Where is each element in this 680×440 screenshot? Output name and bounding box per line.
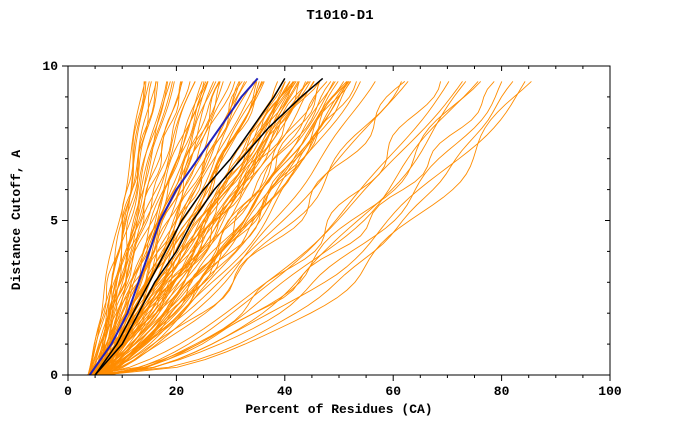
x-tick-label: 80 [494,384,510,399]
model-curve [87,81,335,375]
model-curve [102,81,284,375]
x-axis-label: Percent of Residues (CA) [245,402,432,417]
model-curve [105,81,352,375]
ensemble-curves [87,81,532,375]
model-curve [91,81,514,375]
model-curve [87,81,157,375]
y-axis-label: Distance Cutoff, A [9,150,24,291]
model-curve [88,81,169,375]
model-curve [93,81,350,375]
model-curve [107,81,442,375]
model-curve [92,81,503,375]
axes: 0 20 40 60 80 100 0 5 10 [42,59,622,399]
model-curve [94,81,191,375]
model-curve [99,81,294,375]
model-curve [101,81,357,375]
model-curve [89,81,409,375]
model-curve [93,81,315,375]
model-curve [96,81,175,375]
y-tick-label: 5 [50,214,58,229]
model-curve [91,81,183,375]
model-curve [87,81,196,375]
x-tick-label: 60 [385,384,401,399]
model-curve [99,81,495,375]
model-curve [100,81,241,375]
x-tick-label: 100 [598,384,622,399]
highlight-curves [88,77,324,375]
highlighted-model-blue [88,77,259,375]
model-curve [94,81,315,375]
model-curve [100,81,209,375]
y-tick-label: 10 [42,59,58,74]
model-curve [93,81,221,375]
model-curve [107,81,152,375]
highlighted-model-black-2 [94,77,324,375]
model-curve [107,81,526,375]
model-curve [103,81,348,375]
model-curve [102,81,532,375]
model-curve [107,81,328,375]
model-curve [104,81,450,375]
model-curve [95,81,463,375]
plot-frame [67,65,611,376]
model-curve [87,81,294,375]
model-curve [106,81,311,375]
x-tick-label: 20 [169,384,185,399]
model-curve [87,81,345,375]
model-curve [93,81,220,375]
model-curve [101,81,348,375]
x-tick-label: 40 [277,384,293,399]
model-curve [89,81,146,375]
model-curve [101,81,171,375]
model-curve [95,81,402,375]
model-curve [101,81,376,375]
highlighted-model-black-1 [94,78,286,375]
model-curve [87,81,479,375]
model-curve [87,81,406,375]
x-tick-label: 0 [64,384,72,399]
model-curve [107,81,467,375]
model-curve [97,81,286,375]
model-curve [95,81,159,375]
y-tick-label: 0 [50,368,58,383]
chart-title: T1010-D1 [306,8,374,24]
model-curve [88,81,300,375]
model-curve [94,81,168,375]
